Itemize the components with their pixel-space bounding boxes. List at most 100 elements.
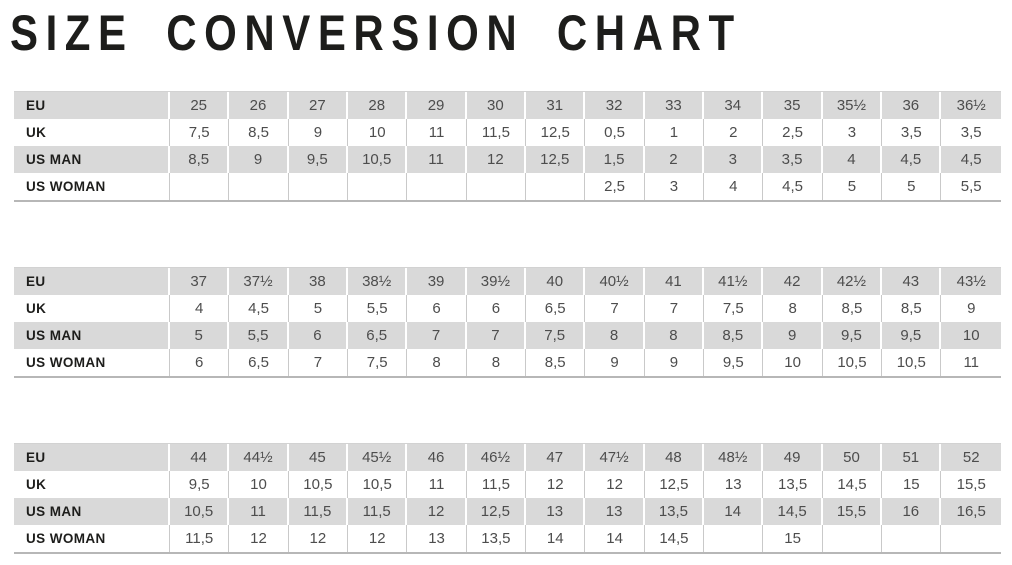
size-cell: 3,5: [941, 119, 1001, 146]
size-cell: [170, 173, 230, 200]
size-cell: 6,5: [229, 349, 289, 376]
size-cell: 10,5: [822, 349, 883, 376]
size-cell: 46½: [466, 444, 527, 471]
size-cell: 7: [644, 295, 705, 322]
size-cell: 11: [407, 146, 467, 173]
size-cell: 4: [704, 173, 764, 200]
size-cell: 50: [822, 444, 883, 471]
size-cell: 15,5: [822, 498, 883, 525]
size-cell: 4,5: [229, 295, 289, 322]
size-cell: 15,5: [941, 471, 1001, 498]
size-cell: 3: [644, 173, 705, 200]
size-cell: 35: [763, 92, 823, 119]
size-cell: 46: [407, 444, 467, 471]
size-cell: 33: [644, 92, 705, 119]
table-row: UK 9,5 10 10,5 10,5 11 11,5 12 12 12,5 13 13,5 14,5 1…: [14, 471, 1001, 498]
row-label: US MAN: [14, 146, 170, 173]
size-cell: 48½: [704, 444, 764, 471]
size-cell: 16,5: [941, 498, 1001, 525]
size-cell: 12: [407, 498, 467, 525]
size-cell: 2,5: [585, 173, 645, 200]
size-cell: 10: [229, 471, 289, 498]
size-cell: 15: [763, 525, 823, 552]
size-cell: 10: [941, 322, 1001, 349]
table-row: EU 25 26 27 28 29 30 31 32 33 34 35 35½ 36 36½: [14, 92, 1001, 119]
size-cell: 8: [763, 295, 823, 322]
size-cell: 14: [704, 498, 764, 525]
size-cell: 3: [822, 119, 883, 146]
size-cell: 36: [882, 92, 942, 119]
size-cell: 11,5: [466, 119, 527, 146]
size-cell: 7,5: [704, 295, 764, 322]
size-cell: 5,5: [348, 295, 408, 322]
size-cell: 48: [644, 444, 705, 471]
size-cell: 16: [882, 498, 942, 525]
size-cell: [882, 525, 942, 552]
size-cell: [288, 173, 349, 200]
size-cell: 37½: [229, 268, 289, 295]
size-cell: 6,5: [348, 322, 408, 349]
size-cell: 7: [288, 349, 349, 376]
size-cell: 13: [407, 525, 467, 552]
size-cell: 12: [526, 471, 586, 498]
size-cell: 14,5: [763, 498, 823, 525]
size-cell: 12: [229, 525, 289, 552]
size-cell: 9: [585, 349, 645, 376]
size-cell: 10: [763, 349, 823, 376]
size-cell: 7,5: [170, 119, 230, 146]
row-label: UK: [14, 119, 170, 146]
conversion-table-eu-25-36: EU 25 26 27 28 29 30 31 32 33 34 35 35½ 36 36½ UK 7,5 8,5…: [14, 91, 1001, 202]
size-cell: 10,5: [348, 471, 408, 498]
size-cell: 25: [170, 92, 230, 119]
size-cell: 30: [466, 92, 527, 119]
table-row: EU 44 44½ 45 45½ 46 46½ 47 47½ 48 48½ 49 50 51 52: [14, 444, 1001, 471]
size-cell: 10: [348, 119, 408, 146]
size-cell: 3: [704, 146, 764, 173]
size-cell: 13,5: [763, 471, 823, 498]
row-label: UK: [14, 295, 170, 322]
size-conversion-page: SIZE CONVERSION CHART EU 25 26 27 28 29 30 31 32…: [0, 8, 1012, 554]
size-cell: 8: [644, 322, 705, 349]
size-cell: 45½: [348, 444, 408, 471]
size-cell: 40: [526, 268, 586, 295]
size-cell: 7: [466, 322, 527, 349]
size-cell: 9,5: [822, 322, 883, 349]
size-cell: 12,5: [526, 119, 586, 146]
size-cell: 5,5: [941, 173, 1001, 200]
size-cell: 11,5: [466, 471, 527, 498]
table-row: US MAN 8,5 9 9,5 10,5 11 12 12,5 1,5 2 3 3,5 4 4,5 4,5: [14, 146, 1001, 173]
size-cell: [704, 525, 764, 552]
row-label: EU: [14, 92, 170, 119]
size-cell: 7: [407, 322, 467, 349]
size-cell: 4,5: [882, 146, 942, 173]
size-cell: 27: [288, 92, 349, 119]
size-cell: 12: [348, 525, 408, 552]
size-cell: 11: [941, 349, 1001, 376]
size-cell: 47: [526, 444, 586, 471]
row-label: US MAN: [14, 322, 170, 349]
size-cell: 9,5: [704, 349, 764, 376]
size-cell: [466, 173, 527, 200]
size-cell: [822, 525, 883, 552]
size-cell: 11,5: [288, 498, 349, 525]
size-cell: 4,5: [763, 173, 823, 200]
size-cell: 44½: [229, 444, 289, 471]
size-cell: 38½: [348, 268, 408, 295]
size-cell: 11,5: [348, 498, 408, 525]
size-cell: 15: [882, 471, 942, 498]
size-cell: 8,5: [882, 295, 942, 322]
size-cell: 4: [170, 295, 230, 322]
size-cell: 1: [644, 119, 705, 146]
size-cell: [407, 173, 467, 200]
size-cell: 9: [941, 295, 1001, 322]
size-cell: 31: [526, 92, 586, 119]
row-label: EU: [14, 444, 170, 471]
size-cell: 5: [882, 173, 942, 200]
row-label: US MAN: [14, 498, 170, 525]
size-cell: 9: [644, 349, 705, 376]
size-cell: 5,5: [229, 322, 289, 349]
size-cell: 14: [585, 525, 645, 552]
size-cell: 12: [466, 146, 527, 173]
size-cell: 10,5: [170, 498, 230, 525]
size-cell: 13: [585, 498, 645, 525]
